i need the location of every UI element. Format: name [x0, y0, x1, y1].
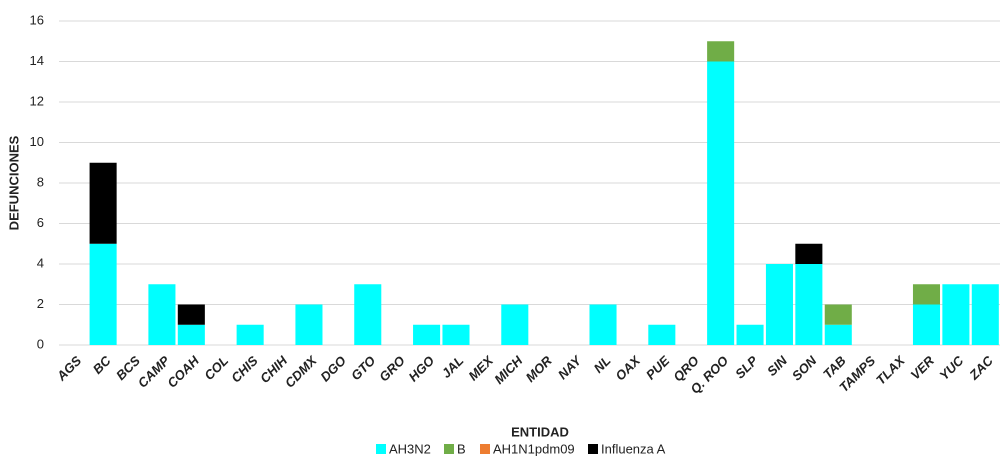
y-tick-label: 12 [30, 93, 44, 108]
x-tick-label: BC [90, 353, 114, 377]
bar-segment [236, 324, 264, 345]
legend-label: B [457, 441, 466, 456]
y-tick-label: 14 [30, 53, 44, 68]
bar-segment [736, 324, 764, 345]
y-tick-label: 4 [37, 255, 44, 270]
x-tick-label: VER [908, 353, 938, 383]
legend-swatch [444, 444, 454, 454]
x-tick-label: CAMP [135, 353, 173, 391]
bar-segment [501, 304, 529, 345]
bar-segment [89, 162, 117, 244]
bar-segment [824, 324, 852, 345]
bar-segment [912, 304, 941, 345]
bar-segment [177, 324, 205, 345]
bar-segment [765, 264, 793, 345]
x-tick-label: NL [591, 353, 614, 376]
x-tick-label: CHIS [228, 353, 261, 386]
x-tick-label: COAH [164, 353, 202, 391]
bar-segment [295, 304, 323, 345]
bar-segment [589, 304, 617, 345]
x-tick-label: HGO [406, 353, 438, 385]
x-tick-label: GRO [376, 353, 408, 385]
y-tick-label: 10 [30, 134, 44, 149]
y-tick-label: 0 [37, 336, 44, 351]
x-tick-label: SIN [764, 353, 790, 379]
x-axis-title: ENTIDAD [511, 424, 569, 439]
x-tick-label: AGS [53, 353, 84, 384]
legend-label: Influenza A [601, 441, 666, 456]
y-tick-label: 6 [37, 215, 44, 230]
legend-swatch [480, 444, 490, 454]
y-tick-label: 16 [30, 12, 44, 27]
bar-segment [354, 284, 382, 345]
bar-segment [824, 304, 852, 325]
x-tick-label: CDMX [282, 352, 321, 391]
bar-segment [912, 284, 941, 305]
x-tick-label: ZAC [966, 353, 997, 384]
bar-segment [413, 324, 441, 345]
x-tick-label: GTO [348, 353, 378, 383]
legend-label: AH3N2 [389, 441, 431, 456]
legend-swatch [588, 444, 598, 454]
x-tick-label: PUE [643, 353, 673, 383]
bar-segment [707, 41, 735, 62]
x-tick-label: SON [789, 353, 820, 384]
x-tick-label: OAX [612, 352, 643, 383]
bar-segment [971, 284, 999, 345]
y-axis-title: DEFUNCIONES [6, 135, 21, 230]
y-tick-label: 8 [37, 174, 44, 189]
bar-segment [795, 264, 823, 345]
bar-segment [942, 284, 970, 345]
legend-label: AH1N1pdm09 [493, 441, 575, 456]
bar-segment [442, 324, 470, 345]
bar-segment [89, 243, 117, 345]
y-tick-label: 2 [37, 296, 44, 311]
bar-segment [148, 284, 176, 345]
x-tick-label: NAY [555, 352, 585, 382]
bar-segment [177, 304, 205, 325]
x-tick-label: MICH [491, 353, 526, 388]
x-tick-label: MEX [465, 352, 496, 383]
bar-segment [648, 324, 676, 345]
bar-segment [707, 61, 735, 345]
x-tick-label: JAL [439, 353, 467, 381]
x-tick-label: SLP [732, 353, 761, 382]
bar-segment [795, 243, 823, 264]
x-tick-label: TLAX [873, 352, 909, 388]
x-tick-label: MOR [523, 353, 555, 385]
legend-swatch [376, 444, 386, 454]
x-tick-label: COL [201, 353, 231, 383]
x-tick-label: YUC [936, 353, 966, 383]
x-tick-label: DGO [317, 353, 349, 385]
